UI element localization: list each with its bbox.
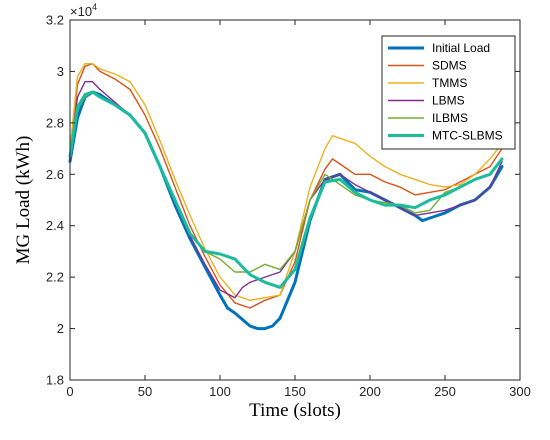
legend-label: Initial Load <box>432 41 490 55</box>
y-exponent-base: ×10 <box>70 4 92 19</box>
legend-label: MTC-SLBMS <box>432 129 503 143</box>
x-axis-title: Time (slots) <box>249 400 341 421</box>
legend-label: TMMS <box>432 76 467 90</box>
y-axis-title: MG Load (kWh) <box>13 136 34 265</box>
y-tick-label: 3 <box>57 64 64 79</box>
y-tick-label: 2.2 <box>46 270 64 285</box>
y-exponent-power: 4 <box>92 2 97 12</box>
y-tick-label: 2.6 <box>46 167 64 182</box>
legend-label: SDMS <box>432 59 467 73</box>
y-exponent-label: ×104 <box>70 2 97 19</box>
x-tick-label: 250 <box>434 384 456 399</box>
y-tick-label: 2.4 <box>46 218 64 233</box>
series-layer <box>68 63 504 331</box>
x-tick-label: 150 <box>284 384 306 399</box>
ticks-layer: 0 50 100 150 200 250 300 1.8 2 2.2 2.4 2.6 2.8 3 3.2 <box>46 13 531 400</box>
x-tick-label: 50 <box>138 384 152 399</box>
y-tick-label: 2.8 <box>46 115 64 130</box>
y-tick-label: 2 <box>57 321 64 336</box>
legend: Initial Load SDMS TMMS LBMS ILBMS MTC-SLBMS <box>381 35 516 150</box>
series-line-tmms <box>69 63 503 301</box>
x-tick-label: 200 <box>359 384 381 399</box>
y-tick-label: 3.2 <box>46 13 64 28</box>
x-tick-label: 300 <box>509 384 531 399</box>
series-line-mtc-slbms <box>68 90 504 289</box>
x-tick-label: 0 <box>66 384 73 399</box>
y-tick-label: 1.8 <box>46 373 64 388</box>
legend-label: LBMS <box>432 94 465 108</box>
legend-label: ILBMS <box>432 111 468 125</box>
legend-box <box>381 35 516 150</box>
x-tick-label: 100 <box>209 384 231 399</box>
